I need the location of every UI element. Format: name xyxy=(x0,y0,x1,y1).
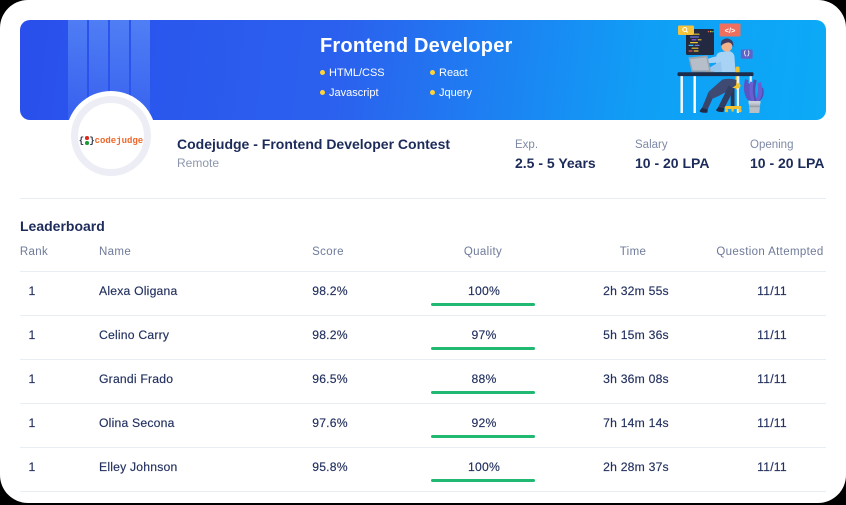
svg-text:</>: </> xyxy=(725,26,736,35)
